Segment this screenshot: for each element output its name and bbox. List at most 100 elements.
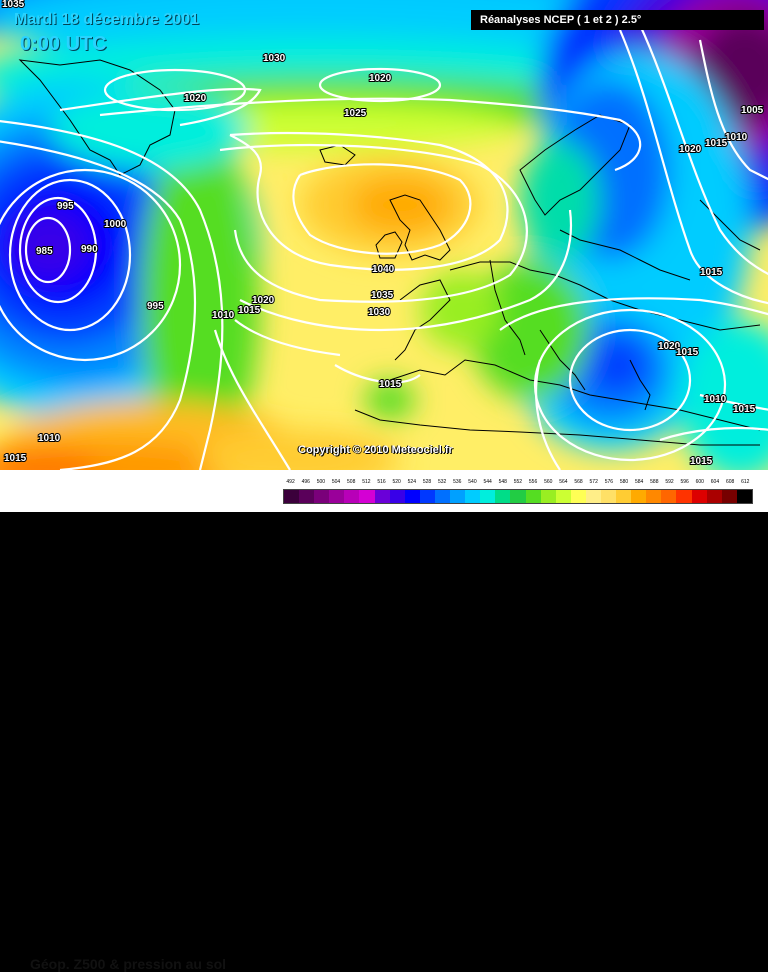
isobar-label: 1025: [344, 108, 367, 119]
legend-value: 500: [316, 479, 326, 485]
legend-value: 540: [468, 479, 477, 485]
isobar-label: 1010: [725, 132, 748, 143]
isobar-label: 1020: [658, 341, 681, 352]
legend-swatch: [706, 490, 722, 503]
isobar-label: 1035: [2, 0, 25, 10]
legend-value: 588: [650, 479, 659, 485]
legend-value: 572: [589, 479, 598, 485]
isobar-label: 1000: [104, 219, 127, 230]
isobar-label: 1010: [38, 433, 61, 444]
legend-labels: 492 496 500 504 508 512 516 520 524 528 532 536 540 5…: [283, 479, 753, 489]
isobar-label: 1020: [369, 73, 392, 84]
legend-value: 592: [665, 479, 674, 485]
legend-value: 596: [680, 479, 689, 485]
legend-value: 600: [695, 479, 704, 485]
geopotential-field: [0, 0, 768, 470]
legend-swatch: [284, 490, 300, 503]
legend-value: 504: [331, 479, 341, 485]
legend-swatch: [404, 490, 420, 503]
isobar-label: 1020: [252, 295, 275, 306]
isobar-label: 1015: [690, 456, 713, 467]
legend-swatch: [721, 490, 737, 503]
isobar-label: 1015: [4, 453, 27, 464]
isobar-label: 1030: [368, 307, 391, 318]
isobar-label: 995: [57, 201, 74, 212]
legend-swatch: [299, 490, 315, 503]
legend-swatch: [616, 490, 632, 503]
legend-swatch: [600, 490, 617, 503]
legend-value: 528: [422, 479, 432, 485]
legend-value: 552: [513, 479, 523, 485]
legend-value: 560: [544, 479, 553, 485]
legend-swatch: [495, 490, 511, 503]
legend-swatch: [480, 490, 496, 503]
legend-value: 576: [604, 479, 614, 485]
legend-swatch: [419, 490, 435, 503]
legend-value: 604: [710, 479, 720, 485]
isobar-label: 1015: [700, 267, 723, 278]
isobar-label: 1015: [733, 404, 756, 415]
legend-value: 532: [437, 479, 447, 485]
isobar-label: 1010: [212, 310, 235, 321]
isobar-label: 1015: [676, 347, 699, 358]
map-date: Mardi 18 décembre 2001: [14, 11, 199, 28]
legend-swatch: [434, 490, 451, 503]
legend-value: 556: [528, 479, 538, 485]
isobar-label: 985: [36, 246, 53, 257]
legend-swatches: [283, 489, 753, 504]
legend-value: 544: [483, 479, 492, 485]
map-description: Géop. Z500 & pression au sol: [30, 956, 227, 972]
legend-value: 564: [559, 479, 568, 485]
legend-value: 516: [377, 479, 386, 485]
isobar-label: 1015: [238, 305, 261, 316]
legend-swatch: [465, 490, 481, 503]
color-legend: 492 496 500 504 508 512 516 520 524 528 532 536 540 5…: [283, 479, 753, 509]
legend-value: 508: [347, 479, 356, 485]
legend-swatch: [314, 490, 330, 503]
isobar-label: 1020: [679, 144, 702, 155]
coastlines: [18, 59, 761, 446]
legend-swatch: [555, 490, 571, 503]
source-label: Réanalyses NCEP ( 1 et 2 ) 2.5°: [471, 10, 764, 30]
isobar-label: 990: [81, 244, 98, 255]
legend-swatch: [359, 490, 375, 503]
legend-swatch: [646, 490, 662, 503]
isobar-label: 1015: [705, 138, 728, 149]
legend-swatch: [450, 490, 466, 503]
map-time: 0:00 UTC: [20, 33, 107, 55]
legend-swatch: [661, 490, 677, 503]
legend-swatch: [631, 490, 647, 503]
isobar-label: 995: [147, 301, 164, 312]
legend-value: 548: [498, 479, 507, 485]
legend-swatch: [736, 490, 752, 503]
legend-swatch: [510, 490, 526, 503]
isobar-label: 1005: [741, 105, 764, 116]
legend-swatch: [676, 490, 692, 503]
isobars: [0, 24, 768, 470]
weather-map: 1035 1030 1020 1020 1025 995 1000 985 99…: [0, 0, 768, 470]
legend-swatch: [525, 490, 541, 503]
legend-value: 568: [574, 479, 583, 485]
legend-value: 520: [392, 479, 401, 485]
isobar-label: 1020: [184, 93, 207, 104]
legend-value: 580: [619, 479, 629, 485]
isobar-label: 1040: [372, 264, 395, 275]
legend-value: 492: [286, 479, 295, 485]
legend-swatch: [570, 490, 586, 503]
isobar-label: 1015: [379, 379, 402, 390]
legend-value: 536: [453, 479, 462, 485]
legend-value: 512: [362, 479, 371, 485]
legend-swatch: [585, 490, 601, 503]
legend-value: 608: [725, 479, 735, 485]
isobar-label: 1010: [704, 394, 727, 405]
legend-swatch: [540, 490, 556, 503]
isobar-label: 1030: [263, 53, 286, 64]
legend-value: 612: [741, 479, 750, 485]
legend-swatch: [374, 490, 390, 503]
legend-swatch: [329, 490, 345, 503]
legend-value: 496: [301, 479, 310, 485]
legend-swatch: [344, 490, 360, 503]
legend-swatch: [389, 490, 405, 503]
legend-value: 584: [635, 479, 644, 485]
legend-swatch: [691, 490, 707, 503]
